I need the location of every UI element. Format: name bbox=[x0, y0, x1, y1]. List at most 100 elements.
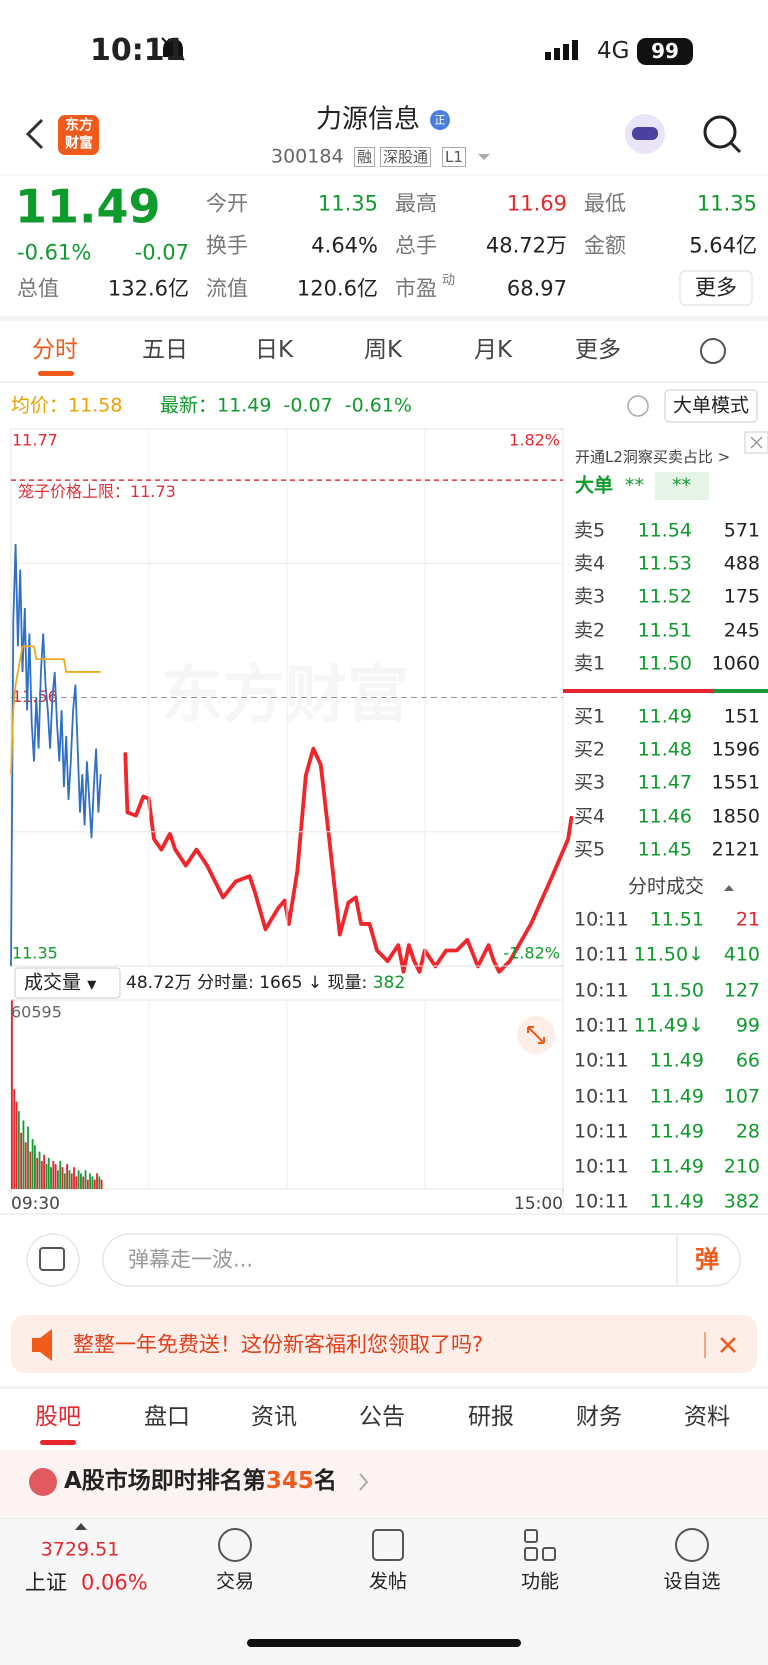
trade-time: 10:11 bbox=[574, 943, 629, 966]
trade-volume: 410 bbox=[723, 943, 760, 966]
more-button[interactable] bbox=[679, 270, 753, 306]
bottom-tab[interactable]: 公告 bbox=[359, 1404, 405, 1431]
tab[interactable]: 日K bbox=[254, 337, 294, 364]
reference-label: 笼子价格上限：11.73 bbox=[18, 482, 176, 501]
current-label: 现量: bbox=[327, 972, 368, 993]
book-volume: 2121 bbox=[711, 838, 760, 861]
selector-box[interactable] bbox=[14, 967, 121, 999]
banner[interactable] bbox=[11, 1315, 757, 1373]
tag: 深股通 bbox=[380, 147, 432, 167]
megaphone-icon bbox=[32, 1329, 52, 1361]
ranking[interactable]: A股市场即时排名第345名 bbox=[64, 1468, 337, 1496]
more-label[interactable]: 更多 bbox=[695, 275, 737, 300]
bottom-tab[interactable]: 股吧 bbox=[35, 1404, 81, 1431]
volume-bar bbox=[17, 1111, 20, 1189]
trade-time: 10:11 bbox=[574, 908, 629, 931]
back-icon[interactable] bbox=[25, 118, 44, 150]
tab-indicator bbox=[40, 1440, 76, 1445]
trade-volume: 382 bbox=[723, 1190, 760, 1213]
nav-icon[interactable] bbox=[675, 1528, 709, 1562]
field-label: 总手 bbox=[395, 233, 437, 258]
y2-tick-label: -1.82% bbox=[503, 944, 560, 963]
l2-header[interactable]: 开通L2洞察买卖占比 > bbox=[575, 448, 731, 466]
trade-time: 10:11 bbox=[574, 1014, 629, 1037]
big-order-box bbox=[655, 472, 709, 500]
time: 10:11 bbox=[90, 33, 186, 68]
search-handle bbox=[729, 141, 742, 154]
field-value: 5.64亿 bbox=[689, 233, 757, 258]
tab[interactable]: 更多 bbox=[575, 337, 621, 364]
change-pct: -0.61% bbox=[17, 240, 92, 265]
volume-bar bbox=[59, 1160, 62, 1189]
nav-item[interactable]: 发帖 bbox=[368, 1570, 408, 1593]
index-change[interactable]: 0.06% bbox=[81, 1570, 148, 1595]
volume-selector[interactable]: 成交量 ▼ bbox=[24, 972, 96, 995]
bottom-tab[interactable]: 资料 bbox=[684, 1404, 730, 1431]
field-sup: 动 bbox=[442, 273, 456, 289]
index-value[interactable]: 3729.51 bbox=[40, 1538, 120, 1561]
volume-bar bbox=[86, 1179, 89, 1189]
price: 11.49 bbox=[15, 179, 161, 234]
field-value: 11.35 bbox=[696, 191, 757, 216]
trade-price: 11.49↓ bbox=[633, 1014, 704, 1037]
divider bbox=[0, 1386, 768, 1389]
book-label: 买4 bbox=[574, 805, 606, 828]
danmaku-button[interactable]: 弹 bbox=[695, 1245, 719, 1274]
volume-tick-label: 60595 bbox=[11, 1003, 62, 1022]
mode-label[interactable]: 大单模式 bbox=[672, 394, 750, 417]
volume-bar bbox=[45, 1164, 48, 1189]
comment-placeholder[interactable]: 弹幕走一波... bbox=[128, 1247, 254, 1272]
bottom-tab[interactable]: 盘口 bbox=[144, 1404, 190, 1431]
ranking-prefix: A股市场即时排名第 bbox=[64, 1468, 266, 1495]
book-price: 11.48 bbox=[637, 738, 692, 761]
mode-button[interactable] bbox=[664, 389, 758, 423]
ranking-row[interactable] bbox=[0, 1450, 768, 1516]
banner-text[interactable]: 整整一年免费送！这份新客福利您领取了吗? bbox=[73, 1332, 484, 1357]
sort-icon bbox=[724, 885, 734, 891]
bottom-tab[interactable]: 财务 bbox=[576, 1404, 622, 1431]
stock-code: 300184 bbox=[271, 145, 344, 168]
book-price: 11.49 bbox=[637, 705, 692, 728]
book-label: 买5 bbox=[574, 838, 606, 861]
nav-icon bbox=[542, 1547, 556, 1561]
nav-icon[interactable] bbox=[372, 1529, 404, 1561]
comment-icon[interactable] bbox=[26, 1233, 80, 1287]
nav-icon[interactable] bbox=[218, 1528, 252, 1562]
settings-icon[interactable] bbox=[700, 338, 726, 364]
book-volume: 175 bbox=[723, 585, 760, 608]
help-icon[interactable] bbox=[627, 395, 649, 417]
tab[interactable]: 五日 bbox=[142, 337, 188, 364]
tab[interactable]: 分时 bbox=[32, 337, 78, 364]
index-name[interactable]: 上证 bbox=[25, 1570, 67, 1595]
volume-bar bbox=[91, 1176, 94, 1189]
volume-bar bbox=[52, 1160, 55, 1189]
trade-volume: 28 bbox=[735, 1120, 760, 1143]
volume-bar bbox=[13, 1089, 16, 1189]
bottom-tab[interactable]: 研报 bbox=[468, 1404, 514, 1431]
trade-price: 11.50 bbox=[649, 979, 704, 1002]
book-label: 买3 bbox=[574, 771, 606, 794]
mute-icon bbox=[161, 37, 185, 61]
banner-close[interactable] bbox=[720, 1337, 736, 1353]
nav-item[interactable]: 设自选 bbox=[663, 1570, 721, 1593]
nav-item[interactable]: 功能 bbox=[520, 1570, 560, 1593]
tab[interactable]: 月K bbox=[473, 337, 513, 364]
trade-price: 11.50↓ bbox=[633, 943, 704, 966]
nav-icon[interactable] bbox=[524, 1529, 538, 1543]
bottom-tab[interactable]: 资讯 bbox=[251, 1404, 297, 1431]
trade-volume: 21 bbox=[735, 908, 760, 931]
volume-bar bbox=[63, 1173, 66, 1189]
dropdown-icon[interactable] bbox=[478, 154, 490, 160]
avatar-face bbox=[632, 127, 658, 140]
book-price: 11.46 bbox=[637, 805, 692, 828]
trades-title: 分时成交 bbox=[627, 875, 705, 898]
search-icon[interactable] bbox=[703, 115, 737, 149]
trade-price: 11.49 bbox=[649, 1085, 704, 1108]
comment-input[interactable] bbox=[102, 1233, 741, 1287]
trade-price: 11.51 bbox=[649, 908, 704, 931]
trade-time: 10:11 bbox=[574, 1120, 629, 1143]
tab[interactable]: 周K bbox=[363, 337, 403, 364]
book-volume: 1551 bbox=[711, 771, 760, 794]
nav-item[interactable]: 交易 bbox=[215, 1570, 255, 1593]
